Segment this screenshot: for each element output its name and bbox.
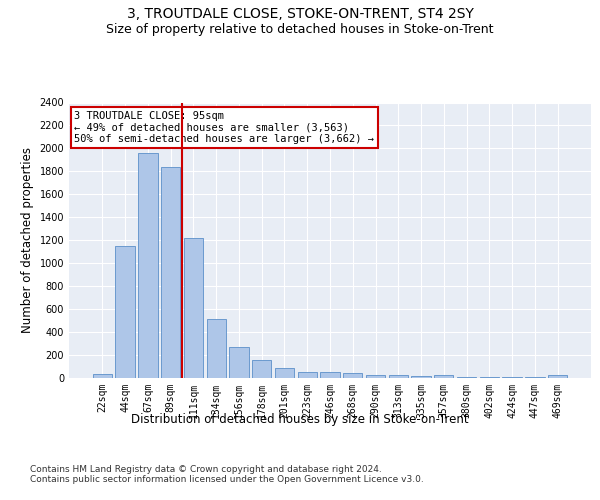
Bar [252, 360, 271, 378]
Bar [320, 372, 340, 378]
Bar [138, 153, 158, 378]
Bar [275, 368, 294, 378]
Bar [366, 375, 385, 378]
Bar [298, 372, 317, 378]
Bar [115, 246, 135, 378]
Bar [206, 319, 226, 378]
Bar [389, 375, 408, 378]
Text: Contains HM Land Registry data © Crown copyright and database right 2024.
Contai: Contains HM Land Registry data © Crown c… [30, 465, 424, 484]
Bar [229, 347, 248, 378]
Bar [479, 377, 499, 378]
Bar [434, 375, 454, 378]
Y-axis label: Number of detached properties: Number of detached properties [21, 147, 34, 333]
Bar [343, 373, 362, 378]
Bar [161, 166, 181, 378]
Bar [525, 377, 545, 378]
Bar [457, 377, 476, 378]
Bar [412, 376, 431, 378]
Bar [93, 374, 112, 378]
Bar [184, 238, 203, 378]
Text: 3, TROUTDALE CLOSE, STOKE-ON-TRENT, ST4 2SY: 3, TROUTDALE CLOSE, STOKE-ON-TRENT, ST4 … [127, 8, 473, 22]
Bar [548, 375, 567, 378]
Bar [502, 377, 522, 378]
Text: 3 TROUTDALE CLOSE: 95sqm
← 49% of detached houses are smaller (3,563)
50% of sem: 3 TROUTDALE CLOSE: 95sqm ← 49% of detach… [74, 111, 374, 144]
Text: Size of property relative to detached houses in Stoke-on-Trent: Size of property relative to detached ho… [106, 22, 494, 36]
Text: Distribution of detached houses by size in Stoke-on-Trent: Distribution of detached houses by size … [131, 412, 469, 426]
